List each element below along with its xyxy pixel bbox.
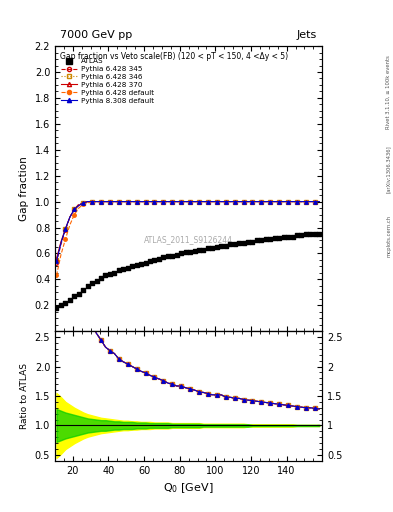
ATLAS [281, 232, 287, 241]
ATLAS [222, 242, 229, 250]
ATLAS [62, 298, 68, 307]
Text: ATLAS_2011_S9126244: ATLAS_2011_S9126244 [144, 236, 233, 244]
ATLAS [245, 238, 251, 246]
ATLAS [125, 264, 131, 272]
ATLAS [178, 249, 184, 258]
ATLAS [147, 257, 153, 265]
ATLAS [187, 248, 193, 256]
ATLAS [134, 261, 140, 269]
ATLAS [307, 230, 314, 238]
ATLAS [231, 240, 238, 248]
ATLAS [254, 237, 260, 245]
ATLAS [67, 296, 73, 304]
X-axis label: Q$_0$ [GeV]: Q$_0$ [GeV] [163, 481, 214, 495]
ATLAS [276, 234, 282, 242]
ATLAS [298, 231, 305, 240]
ATLAS [169, 252, 175, 260]
Text: 7000 GeV pp: 7000 GeV pp [61, 30, 132, 40]
ATLAS [272, 234, 278, 242]
ATLAS [89, 279, 95, 287]
ATLAS [316, 230, 322, 238]
ATLAS [58, 301, 64, 309]
ATLAS [71, 292, 77, 301]
Text: Gap fraction vs Veto scale(FB) (120 < pT < 150, 4 <Δy < 5): Gap fraction vs Veto scale(FB) (120 < pT… [61, 52, 288, 61]
Text: Jets: Jets [297, 30, 317, 40]
ATLAS [160, 253, 167, 262]
ATLAS [129, 262, 135, 270]
ATLAS [200, 245, 207, 253]
ATLAS [174, 251, 180, 259]
ATLAS [156, 254, 162, 263]
ATLAS [241, 239, 247, 247]
ATLAS [258, 237, 264, 245]
ATLAS [303, 230, 309, 238]
ATLAS [138, 260, 144, 268]
ATLAS [165, 252, 171, 260]
Text: [arXiv:1306.3436]: [arXiv:1306.3436] [386, 145, 391, 193]
ATLAS [111, 269, 118, 277]
Y-axis label: Ratio to ATLAS: Ratio to ATLAS [20, 363, 29, 429]
ATLAS [209, 244, 215, 252]
ATLAS [249, 238, 255, 246]
Text: Rivet 3.1.10, ≥ 100k events: Rivet 3.1.10, ≥ 100k events [386, 55, 391, 129]
ATLAS [120, 265, 127, 273]
ATLAS [191, 247, 198, 255]
ATLAS [214, 243, 220, 251]
ATLAS [142, 259, 149, 267]
ATLAS [75, 289, 82, 297]
ATLAS [151, 256, 158, 264]
Text: mcplots.cern.ch: mcplots.cern.ch [386, 215, 391, 257]
ATLAS [196, 245, 202, 253]
ATLAS [98, 274, 104, 282]
ATLAS [84, 282, 91, 290]
ATLAS [312, 230, 318, 238]
ATLAS [267, 235, 274, 243]
ATLAS [218, 242, 224, 250]
ATLAS [107, 270, 113, 279]
ATLAS [236, 239, 242, 247]
ATLAS [289, 232, 296, 241]
ATLAS [102, 271, 108, 280]
Legend: ATLAS, Pythia 6.428 345, Pythia 6.428 346, Pythia 6.428 370, Pythia 6.428 defaul: ATLAS, Pythia 6.428 345, Pythia 6.428 34… [61, 58, 154, 103]
ATLAS [285, 232, 291, 241]
ATLAS [94, 276, 100, 285]
ATLAS [205, 244, 211, 252]
ATLAS [294, 231, 300, 240]
ATLAS [116, 266, 122, 274]
ATLAS [53, 304, 60, 312]
ATLAS [182, 248, 189, 256]
ATLAS [80, 286, 86, 294]
ATLAS [227, 240, 233, 248]
ATLAS [263, 235, 269, 243]
Y-axis label: Gap fraction: Gap fraction [19, 156, 29, 221]
